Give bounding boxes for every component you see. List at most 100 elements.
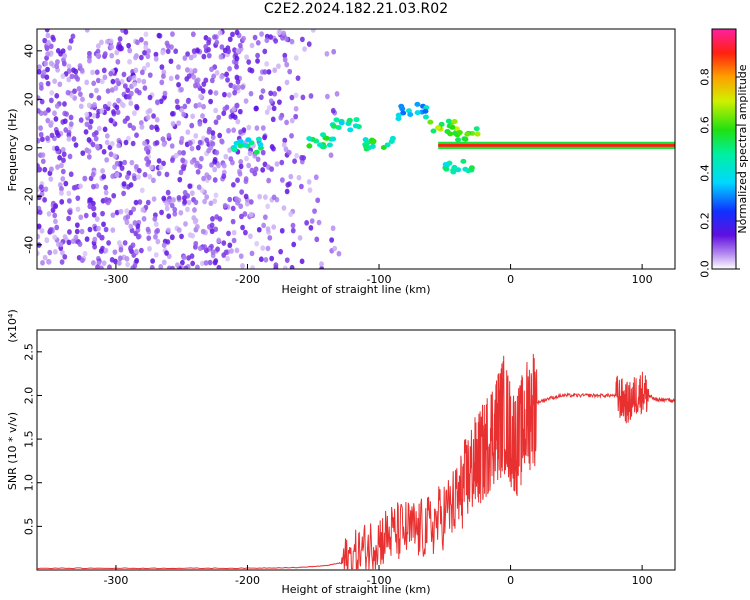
spectrogram-cell	[53, 218, 58, 225]
spectrogram-cell	[159, 64, 165, 70]
spectrogram-cell	[186, 199, 192, 206]
spectrogram-y-tick-label: -40	[23, 236, 36, 254]
spectrogram-cell	[258, 256, 264, 263]
spectrogram-cell	[181, 111, 187, 118]
spectrogram-cell	[190, 233, 196, 239]
spectrogram-cell	[293, 105, 299, 112]
spectrogram-cell	[313, 174, 319, 181]
spectrogram-cell	[293, 55, 299, 61]
spectrogram-cell	[170, 120, 176, 127]
signal-fragment	[405, 108, 412, 114]
spectrogram-cell	[68, 114, 74, 121]
signal-fragment	[338, 120, 345, 126]
spectrogram-cell	[193, 82, 198, 89]
spectrogram-cell	[192, 218, 198, 225]
spectrogram-cell	[304, 220, 310, 226]
spectrogram-cell	[115, 59, 121, 65]
spectrogram-cell	[197, 139, 203, 146]
spectrogram-cell	[234, 247, 240, 254]
spectrogram-cell	[194, 224, 200, 230]
spectrogram-cell	[165, 189, 171, 196]
signal-fragment	[384, 142, 391, 148]
spectrogram-cell	[60, 48, 66, 54]
spectrogram-cell	[243, 98, 249, 104]
spectrogram-cell	[72, 88, 77, 94]
spectrogram-cell	[267, 235, 273, 241]
spectrogram-cell	[138, 54, 144, 61]
spectrogram-cell	[118, 208, 124, 215]
spectrogram-cell	[48, 227, 53, 233]
spectrogram-cell	[55, 164, 60, 170]
spectrogram-cell	[214, 39, 220, 46]
spectrogram-cell	[121, 71, 127, 78]
spectrogram-cell	[195, 264, 200, 269]
spectrogram-cell	[143, 40, 149, 47]
spectrogram-cell	[42, 110, 48, 116]
spectrogram-cell	[206, 129, 212, 135]
spectrogram-cell	[192, 52, 197, 59]
spectrogram-cell	[83, 129, 89, 135]
spectrogram-cell	[147, 173, 153, 180]
spectrogram-cell	[78, 117, 84, 123]
spectrogram-cell	[50, 207, 56, 213]
spectrogram-cell	[253, 105, 259, 112]
spectrogram-cell	[306, 179, 312, 185]
signal-fragment	[430, 128, 437, 134]
signal-fragment	[442, 162, 449, 168]
spectrogram-cell	[243, 193, 249, 200]
spectrogram-cell	[80, 96, 85, 103]
spectrogram-cell	[272, 91, 278, 97]
colorbar: 0.0 0.2 0.4 0.6 0.8 Normalized spectral ampl…	[699, 28, 749, 278]
spectrogram-cell	[264, 61, 270, 67]
spectrogram-cell	[281, 30, 287, 37]
spectrogram-cell	[153, 234, 158, 240]
spectrogram-cell	[140, 207, 146, 213]
spectrogram-cell	[193, 133, 199, 139]
spectrogram-cell	[149, 124, 155, 131]
spectrogram-cell	[94, 143, 100, 150]
spectrogram-cell	[255, 52, 260, 59]
spectrogram-cell	[136, 77, 142, 84]
spectrogram-cell	[123, 29, 129, 35]
spectrogram-cell	[265, 226, 271, 232]
spectrogram-cell	[212, 34, 217, 40]
spectrogram-cell	[52, 212, 58, 219]
snr-x-label: Height of straight line (km)	[281, 583, 430, 596]
spectrogram-cell	[62, 234, 68, 240]
spectrogram-cell	[116, 97, 121, 104]
spectrogram-cell	[112, 164, 117, 170]
spectrogram-cell	[59, 249, 65, 256]
spectrogram-cell	[110, 173, 116, 180]
spectrogram-cell	[95, 43, 101, 49]
spectrogram-cell	[230, 112, 236, 119]
spectrogram-cell	[68, 171, 74, 178]
spectrogram-cell	[63, 180, 69, 187]
spectrogram-cell	[178, 169, 184, 176]
spectrogram-cell	[243, 229, 248, 236]
spectrogram-x-tick-label: 100	[632, 273, 653, 286]
spectrogram-cell	[209, 66, 214, 73]
spectrogram-cell	[265, 245, 271, 252]
spectrogram-cell	[240, 224, 245, 231]
spectrogram-cell	[153, 221, 159, 227]
spectrogram-cell	[269, 255, 275, 262]
spectrogram-cell	[117, 255, 123, 262]
spectrogram-cell	[255, 58, 260, 64]
spectrogram-cell	[67, 45, 73, 51]
spectrogram-cell	[79, 257, 85, 264]
spectrogram-cell	[198, 155, 204, 162]
spectrogram-cell	[271, 224, 277, 230]
spectrogram-cell	[142, 85, 148, 91]
signal-fragment	[447, 131, 454, 137]
spectrogram-cell	[154, 124, 159, 131]
spectrogram-cell	[131, 206, 137, 212]
signal-fragment	[347, 127, 354, 133]
spectrogram-cell	[170, 157, 175, 163]
spectrogram-cell	[101, 173, 107, 180]
spectrogram-cell	[222, 106, 228, 112]
spectrogram-cell	[114, 209, 120, 216]
chart-title: C2E2.2024.182.21.03.R02	[263, 1, 449, 17]
spectrogram-cell	[156, 158, 162, 164]
spectrogram-cell	[102, 103, 108, 110]
spectrogram-cell	[222, 91, 227, 98]
